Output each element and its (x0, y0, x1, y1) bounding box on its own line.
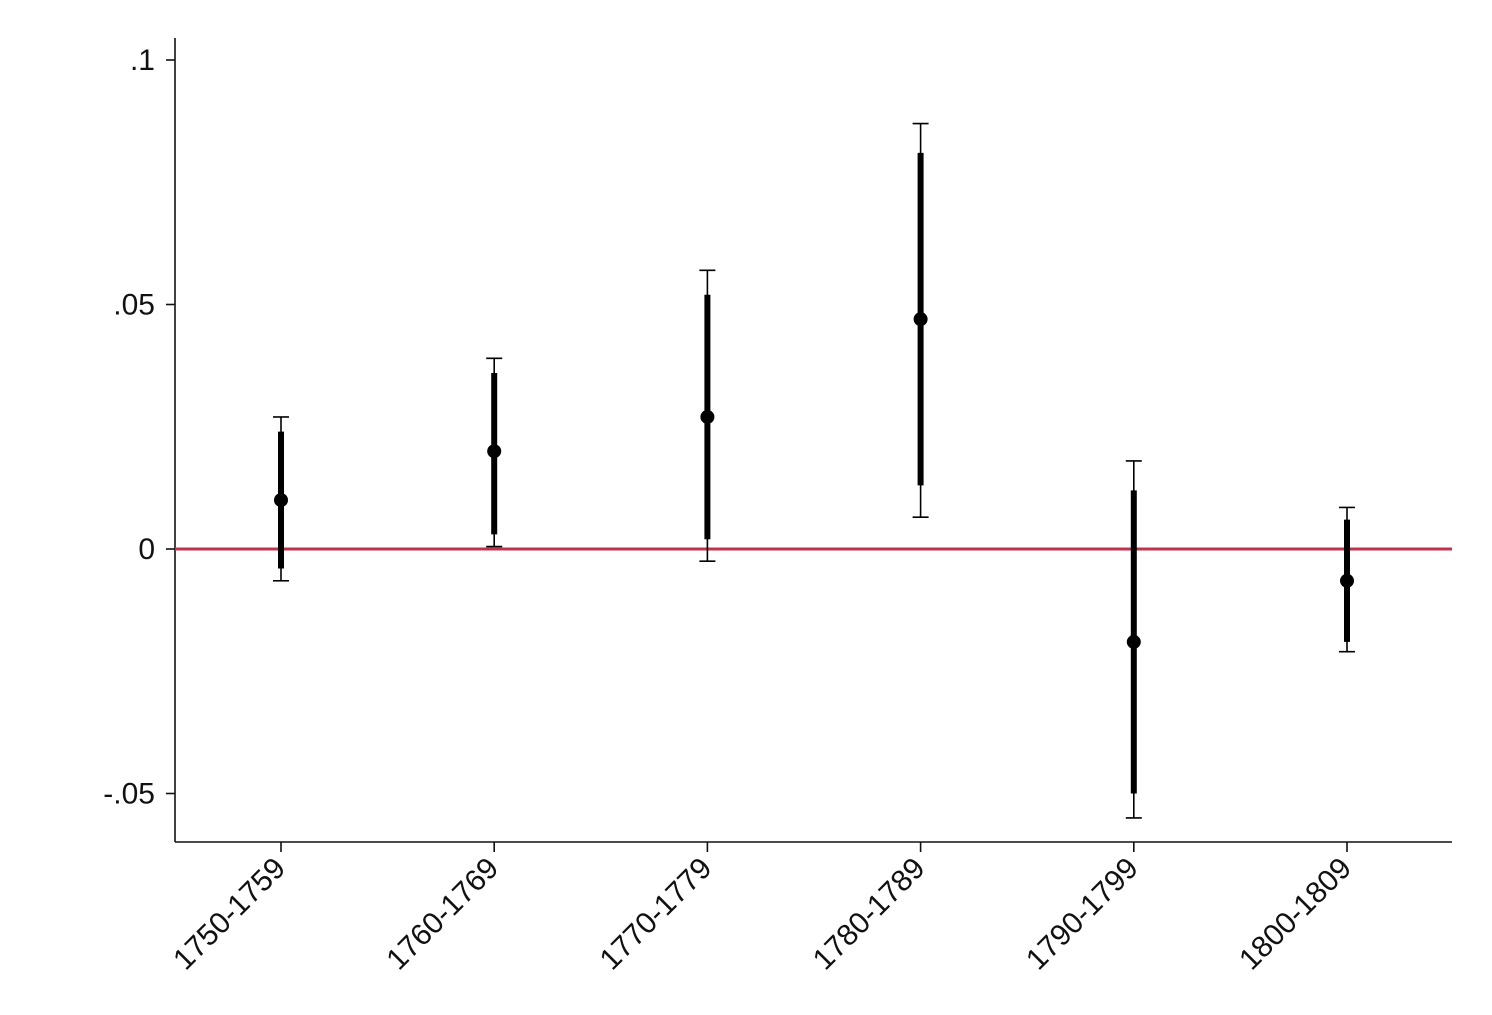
x-tick-label: 1770-1779 (594, 852, 719, 977)
x-tick-label: 1790-1799 (1020, 852, 1145, 977)
point-estimate (274, 493, 288, 508)
point-estimate (1126, 634, 1141, 649)
x-tick-label: 1750-1759 (167, 852, 292, 977)
x-tick-label: 1800-1809 (1233, 852, 1358, 977)
y-tick-label: .05 (113, 289, 155, 322)
y-tick-label: .1 (130, 44, 155, 77)
plot-area: -.05 0 .05 .1 1750-1759 1760-1769 1770-1779 178… (103, 38, 1452, 976)
point-estimate (487, 444, 502, 459)
point-estimate (913, 312, 928, 327)
y-tick-label: 0 (138, 533, 155, 566)
point-estimate (700, 409, 715, 424)
y-tick-label: -.05 (103, 778, 155, 811)
x-tick-label: 1760-1769 (380, 852, 505, 977)
x-tick-label: 1780-1789 (807, 852, 932, 977)
point-estimate (1340, 573, 1354, 588)
